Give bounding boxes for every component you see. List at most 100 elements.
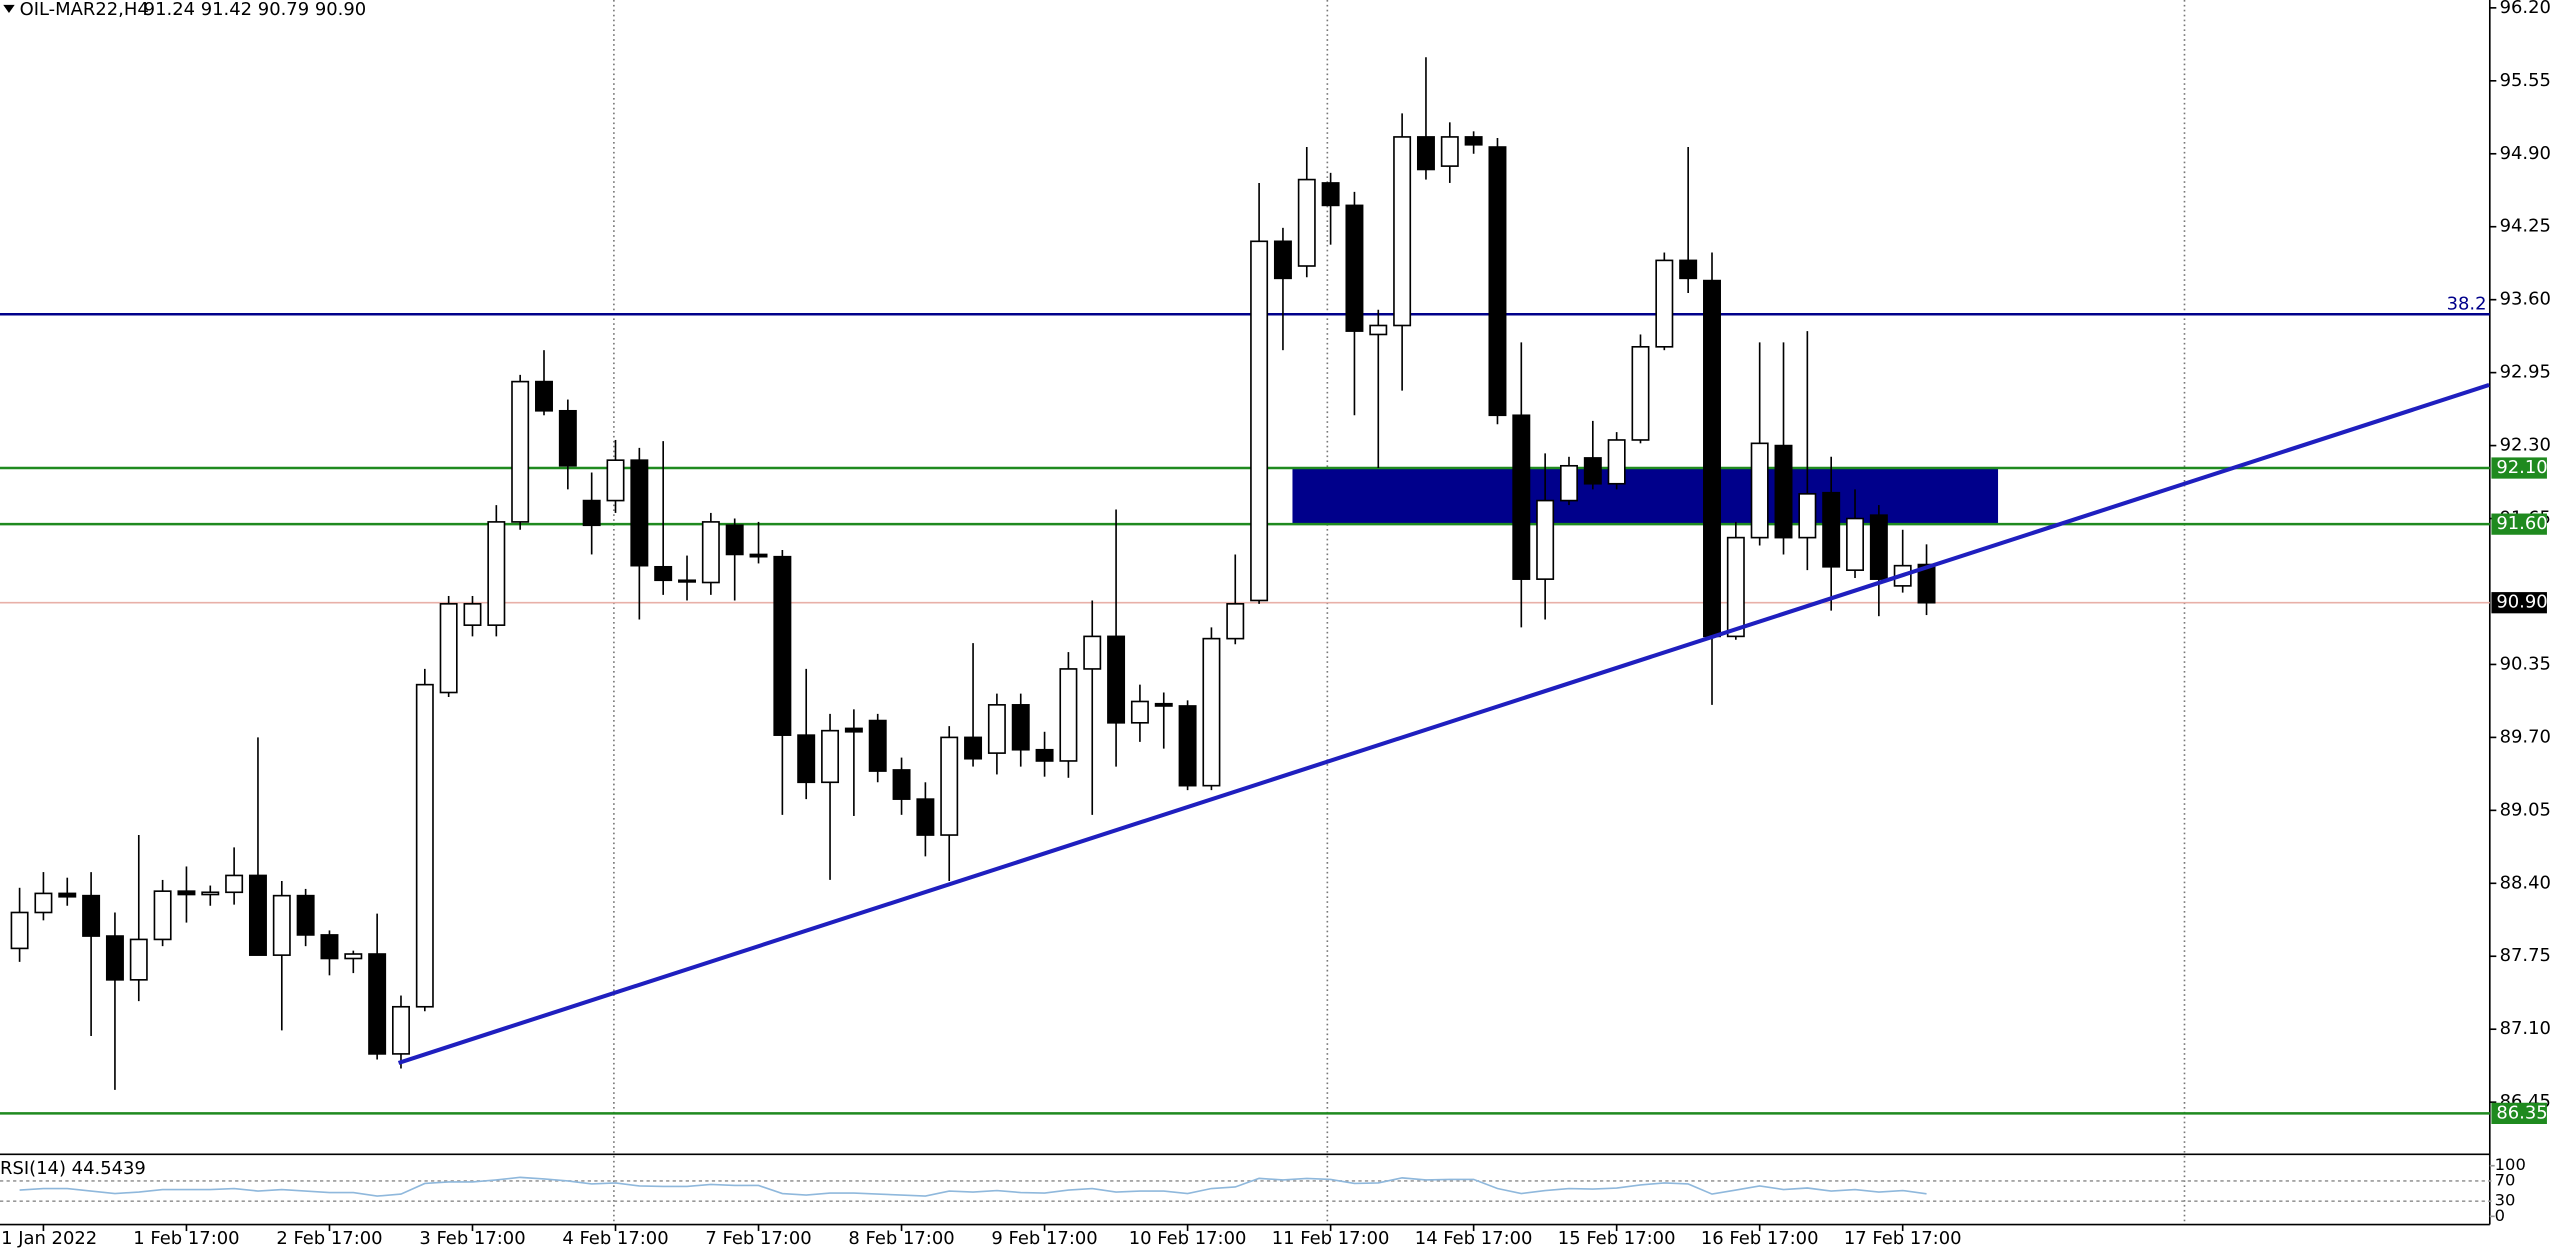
candle-body [296,894,315,936]
candle-body [344,953,363,960]
candle-body [1488,146,1507,417]
level-label: 86.35 [2496,1102,2547,1123]
candle-body [1226,603,1245,640]
x-tick-label: 2 Feb 17:00 [276,1228,382,1249]
x-tick-label: 11 Feb 17:00 [1272,1228,1390,1249]
candle-body [1393,136,1412,327]
candle-body [1107,635,1126,724]
y-tick-label: 93.60 [2500,289,2551,310]
candle-body [392,1005,410,1055]
candle-body [964,736,983,760]
x-tick-label: 3 Feb 17:00 [419,1228,525,1249]
candle-body [1631,345,1650,441]
y-tick-label: 94.25 [2500,216,2551,237]
candle-body [463,603,482,626]
candle-body [1560,464,1578,502]
candle-body [487,521,506,626]
candle-body [58,892,77,898]
candle-body [1822,491,1841,568]
x-tick-label: 4 Feb 17:00 [562,1228,668,1249]
x-tick-label: 10 Feb 17:00 [1129,1228,1247,1249]
candle-body [797,734,816,784]
candle-body [1583,457,1602,485]
candle-body [105,935,124,981]
last-price-tag [2491,592,2547,614]
candle-body [248,874,267,956]
candle-body [1750,442,1769,539]
candle-body [654,565,673,582]
candle-body [1726,536,1745,638]
candle-body [1345,204,1364,332]
y-tick-label: 96.20 [2500,0,2551,18]
last-price-label: 90.90 [2496,592,2547,613]
candle-body [1416,136,1435,171]
candle-body [272,894,291,956]
candle-body [1917,563,1936,604]
candle-body [1869,514,1888,580]
candle-body [844,727,863,733]
y-tick-label: 87.75 [2500,945,2551,966]
zone [1292,468,1999,525]
candle-body [582,499,601,527]
candle-body [1011,704,1030,751]
candle-body [1059,668,1078,762]
candle-body [511,380,530,523]
candle-body [821,729,840,784]
candle-body [1536,499,1555,580]
candle-body [129,938,148,981]
symbol-toggle[interactable] [3,4,15,14]
x-tick-label: 8 Feb 17:00 [848,1228,954,1249]
candle-body [1703,279,1721,638]
candle-body [987,704,1006,754]
candle-body [439,603,458,694]
candle-body [1774,444,1793,539]
candle-body [10,911,29,950]
rsi-line [19,1176,1927,1197]
candle-body [940,736,959,836]
rsi-tick-label: 100 [2495,1155,2526,1174]
candle-body [1464,136,1483,146]
candle-body [1297,178,1316,267]
candle-body [1512,414,1531,580]
candle-body [630,459,649,567]
x-tick-label: 7 Feb 17:00 [705,1228,811,1249]
y-tick-label: 90.35 [2500,653,2551,674]
candle-body [1679,259,1698,280]
y-tick-label: 89.05 [2500,799,2551,820]
level-tag [2491,457,2547,479]
candle-body [1607,439,1626,485]
x-tick-label: 15 Feb 17:00 [1558,1228,1676,1249]
candle-body [1321,182,1340,207]
candle-body [558,409,577,467]
candle-body [916,798,935,836]
x-tick-label: 16 Feb 17:00 [1701,1228,1819,1249]
quote: 91.24 91.42 90.79 90.90 [144,0,367,20]
symbol-title: OIL-MAR22,H4 [20,0,149,20]
candle-body [535,380,553,412]
y-tick-label: 94.90 [2500,143,2551,164]
candle-body [606,459,625,502]
candle-body [1846,517,1864,571]
x-tick-label: 9 Feb 17:00 [991,1228,1097,1249]
y-tick-label: 95.55 [2500,70,2551,91]
candle-body [725,524,744,556]
y-tick-label: 87.10 [2500,1018,2551,1039]
level-tag [2491,1102,2547,1125]
candle-body [1130,700,1149,724]
candle-body [678,579,696,583]
candle-body [1798,493,1817,539]
candle-body [868,719,887,772]
candle-body [1202,637,1221,787]
level-label: 92.10 [2496,457,2547,478]
x-tick-label: 17 Feb 17:00 [1844,1228,1962,1249]
candle-body [368,953,387,1055]
candle-body [153,890,172,941]
x-tick-label: 1 Feb 17:00 [133,1228,239,1249]
y-tick-label: 92.95 [2500,362,2551,383]
candle-body [1273,240,1292,280]
candle-body [1440,136,1459,167]
candle-body [1154,702,1173,707]
candle-body [892,769,911,800]
